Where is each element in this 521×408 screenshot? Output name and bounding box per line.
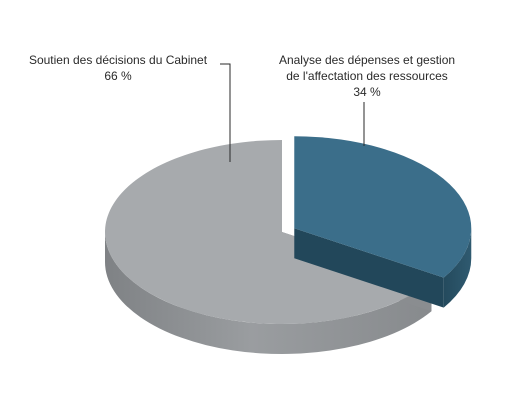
slice-soutien [105,140,432,324]
slice-label-analyse-value: 34 % [353,85,381,99]
slice-label-analyse-name-line2: de l'affectation des ressources [286,69,448,83]
slice-label-soutien: Soutien des décisions du Cabinet 66 % [20,52,216,84]
slice-side-soutien [105,232,432,354]
slice-label-analyse-name-line1: Analyse des dépenses et gestion [278,53,456,67]
slice-side-analyse [443,228,472,308]
slice-label-soutien-name: Soutien des décisions du Cabinet [28,53,208,67]
slice-cut-analyse [294,228,444,308]
slice-label-analyse: Analyse des dépenses et gestion de l'aff… [262,52,472,100]
slice-label-soutien-value: 66 % [104,69,132,83]
slice-analyse [294,136,472,278]
leader-line-soutien [220,63,231,162]
